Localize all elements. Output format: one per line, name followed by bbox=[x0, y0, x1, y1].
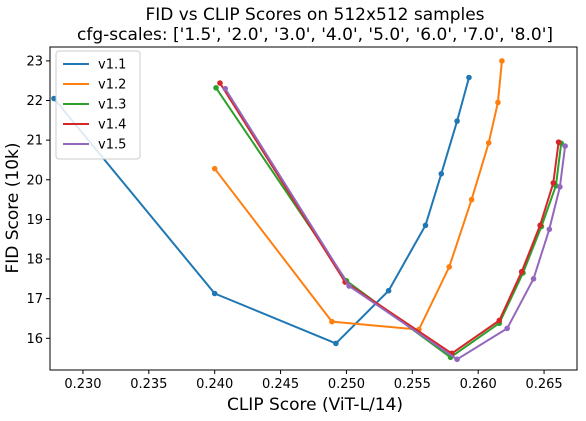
data-point bbox=[504, 325, 510, 332]
data-point bbox=[468, 196, 475, 203]
data-point bbox=[550, 180, 557, 186]
legend-item-v1.4: v1.4 bbox=[63, 118, 126, 133]
series-v1.4 bbox=[217, 80, 562, 357]
data-point bbox=[385, 287, 392, 294]
x-tick-label: 0.240 bbox=[196, 377, 233, 392]
data-point bbox=[422, 222, 429, 229]
data-point bbox=[555, 139, 562, 145]
series-line bbox=[215, 87, 563, 359]
data-point bbox=[446, 264, 453, 270]
data-point bbox=[211, 165, 218, 172]
series-line bbox=[53, 77, 470, 345]
legend-item-v1.3: v1.3 bbox=[63, 98, 126, 113]
series-line bbox=[219, 82, 560, 355]
x-tick-label: 0.235 bbox=[130, 377, 167, 392]
data-point bbox=[499, 58, 505, 64]
data-point bbox=[454, 356, 460, 363]
data-point bbox=[466, 74, 472, 81]
data-point bbox=[222, 85, 229, 92]
legend-item-v1.5: v1.5 bbox=[63, 138, 126, 153]
plot-area bbox=[51, 58, 568, 363]
y-tick-label: 17 bbox=[26, 292, 43, 307]
y-tick-label: 18 bbox=[26, 253, 43, 268]
x-tick-label: 0.265 bbox=[525, 377, 562, 392]
data-point bbox=[346, 283, 352, 289]
y-tick-label: 19 bbox=[26, 213, 43, 228]
data-point bbox=[217, 80, 223, 86]
data-point bbox=[454, 118, 460, 124]
data-point bbox=[537, 222, 543, 229]
legend-label: v1.5 bbox=[98, 138, 126, 153]
x-tick-label: 0.245 bbox=[262, 377, 299, 392]
x-tick-label: 0.255 bbox=[394, 377, 431, 392]
data-point bbox=[530, 276, 537, 282]
axis-ticks: 0.230 0.235 0.240 0.245 0.250 0.255 0.260 0.265… bbox=[26, 54, 562, 392]
y-axis-label: FID Score (10k) bbox=[3, 142, 23, 273]
legend-label: v1.3 bbox=[98, 98, 126, 113]
legend-item-v1.2: v1.2 bbox=[63, 78, 126, 93]
series-v1.5 bbox=[222, 85, 568, 363]
series-line bbox=[224, 88, 567, 361]
data-point bbox=[51, 95, 57, 102]
chart-subtitle: cfg-scales: ['1.5', '2.0', '3.0', '4.0',… bbox=[77, 25, 553, 45]
data-point bbox=[213, 85, 219, 91]
series-line bbox=[213, 60, 503, 331]
data-point bbox=[518, 268, 525, 275]
data-point bbox=[546, 226, 553, 233]
data-point bbox=[485, 140, 492, 146]
y-tick-label: 16 bbox=[26, 332, 43, 347]
series-v1.1 bbox=[51, 74, 472, 347]
legend-label: v1.2 bbox=[98, 78, 126, 93]
legend-label: v1.4 bbox=[98, 118, 126, 133]
x-tick-label: 0.250 bbox=[328, 377, 365, 392]
y-tick-label: 22 bbox=[26, 94, 43, 109]
data-point bbox=[562, 143, 568, 149]
legend: v1.1 v1.2 v1.3 v1.4 v1.5 bbox=[55, 50, 141, 160]
legend-label: v1.1 bbox=[98, 58, 126, 73]
data-point bbox=[329, 318, 335, 325]
series-v1.2 bbox=[211, 58, 505, 333]
x-axis-label: CLIP Score (ViT-L/14) bbox=[227, 395, 403, 415]
legend-box bbox=[55, 50, 141, 160]
data-point bbox=[495, 99, 501, 106]
data-point bbox=[557, 184, 563, 190]
x-tick-label: 0.230 bbox=[64, 377, 101, 392]
data-point bbox=[211, 290, 218, 297]
y-tick-label: 20 bbox=[26, 173, 43, 188]
data-point bbox=[438, 171, 445, 177]
legend-item-v1.1: v1.1 bbox=[63, 58, 126, 73]
plot-frame bbox=[49, 46, 578, 371]
data-point bbox=[333, 340, 339, 347]
y-tick-label: 23 bbox=[26, 54, 43, 69]
y-tick-label: 21 bbox=[26, 134, 43, 149]
chart-title: FID vs CLIP Scores on 512x512 samples bbox=[145, 5, 484, 25]
x-tick-label: 0.260 bbox=[460, 377, 497, 392]
data-point bbox=[496, 317, 503, 324]
